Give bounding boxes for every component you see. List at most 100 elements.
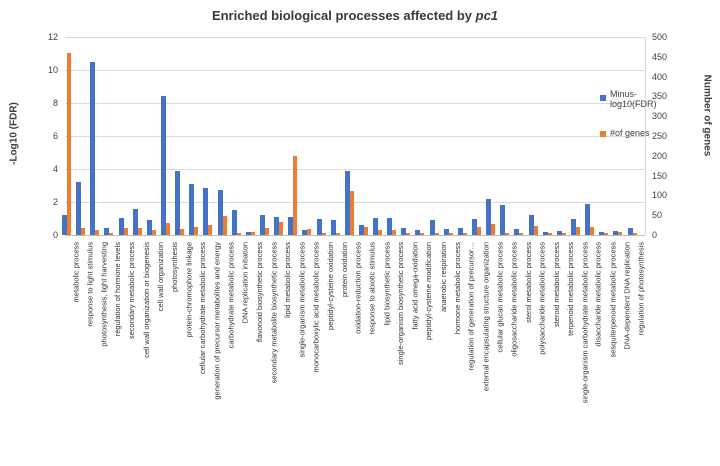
left-axis-tick: 10 bbox=[47, 65, 58, 75]
category-label: oligosaccharide metabolic process bbox=[509, 242, 519, 357]
left-axis-title: -Log10 (FDR) bbox=[8, 102, 20, 165]
genes-bar bbox=[250, 231, 255, 235]
genes-bar bbox=[151, 229, 156, 235]
fdr-bar bbox=[288, 216, 294, 235]
fdr-bar bbox=[146, 220, 152, 235]
genes-bar bbox=[533, 225, 538, 235]
category-label: cellular carbohydrate metabolic process bbox=[198, 242, 208, 375]
category-label: protein oxidation bbox=[339, 242, 349, 298]
legend-marker-genes bbox=[600, 131, 606, 137]
left-axis-tick: 8 bbox=[52, 98, 58, 108]
genes-bar bbox=[81, 227, 86, 235]
fdr-bar bbox=[472, 219, 477, 235]
fdr-bar bbox=[245, 231, 251, 235]
category-label: oxidation-reduction process bbox=[353, 242, 363, 334]
genes-bar bbox=[378, 229, 382, 235]
genes-bar bbox=[321, 233, 326, 235]
fdr-bar bbox=[76, 182, 82, 235]
x-axis-line bbox=[65, 235, 645, 236]
fdr-bar bbox=[358, 225, 364, 235]
genes-bar bbox=[632, 233, 637, 235]
fdr-bar bbox=[486, 198, 492, 235]
fdr-bar bbox=[514, 229, 520, 235]
category-label: cell wall organization bbox=[155, 242, 165, 312]
genes-bar bbox=[561, 232, 566, 235]
category-label: response to abiotic stimulus bbox=[367, 242, 377, 335]
category-label: anaerobic respiration bbox=[438, 242, 448, 313]
category-label: carbohydrate metabolic process bbox=[226, 242, 236, 349]
category-label: photosynthesis, light harvesting bbox=[99, 242, 109, 347]
category-label: regulation of hormone levels bbox=[113, 242, 123, 337]
fdr-bar bbox=[189, 183, 195, 235]
category-label: hormone metabolic process bbox=[452, 242, 462, 335]
genes-bar bbox=[194, 226, 199, 235]
category-label: sesquiterpenoid metabolic process bbox=[608, 242, 618, 358]
right-axis-tick: 450 bbox=[652, 51, 668, 62]
fdr-bar bbox=[274, 216, 280, 235]
genes-bar bbox=[420, 233, 425, 235]
genes-bar bbox=[604, 232, 609, 235]
genes-bar bbox=[392, 229, 397, 235]
fdr-bar bbox=[104, 227, 110, 235]
genes-bar bbox=[576, 226, 580, 235]
category-label: protein-chromophore linkage bbox=[184, 242, 194, 338]
category-label: DNA-dependent DNA replication bbox=[622, 242, 632, 350]
right-axis-line bbox=[645, 37, 646, 235]
category-label: single-organism biosynthetic process bbox=[396, 242, 406, 365]
fdr-bar bbox=[387, 217, 393, 235]
fdr-bar bbox=[231, 210, 237, 236]
legend-label-genes: #of genes bbox=[610, 128, 650, 138]
genes-bar bbox=[264, 228, 269, 235]
left-axis-tick: 4 bbox=[52, 164, 58, 174]
fdr-bar bbox=[330, 220, 336, 235]
right-axis-tick: 0 bbox=[652, 230, 658, 240]
fdr-bar bbox=[542, 231, 548, 235]
category-label: terpenoid metabolic process bbox=[565, 242, 575, 336]
category-label: sterol metabolic process bbox=[523, 242, 533, 323]
right-axis-tick: 200 bbox=[652, 150, 668, 161]
genes-bar bbox=[208, 225, 213, 235]
category-label: monocarboxylic acid metabolic process bbox=[311, 242, 321, 373]
genes-bar bbox=[590, 226, 595, 235]
category-label: generation of precursor metabolites and … bbox=[212, 242, 222, 400]
category-label: metabolic process bbox=[71, 242, 80, 303]
genes-bar bbox=[236, 233, 241, 235]
fdr-bar bbox=[302, 230, 308, 235]
fdr-bar bbox=[443, 229, 449, 235]
fdr-bar bbox=[571, 218, 576, 235]
category-label: peptidyl-cysteine oxidation bbox=[325, 242, 335, 330]
fdr-bar bbox=[415, 230, 421, 235]
fdr-bar bbox=[585, 203, 591, 235]
category-label: response to light stimulus bbox=[85, 242, 95, 327]
fdr-bar bbox=[500, 205, 506, 235]
category-label: cellular glucan metabolic process bbox=[495, 242, 505, 353]
fdr-bar bbox=[344, 170, 350, 235]
gridline bbox=[65, 136, 645, 137]
legend-marker-fdr bbox=[600, 95, 606, 101]
right-axis-tick: 500 bbox=[652, 32, 668, 42]
fdr-bar bbox=[161, 96, 166, 235]
right-axis-tick: 300 bbox=[652, 111, 668, 122]
genes-bar bbox=[434, 232, 439, 235]
genes-bar bbox=[462, 232, 467, 235]
chart-title: Enriched biological processes affected b… bbox=[0, 8, 710, 23]
fdr-bar bbox=[203, 188, 209, 235]
category-label: fatty acid omega-oxidation bbox=[410, 242, 420, 330]
fdr-bar bbox=[373, 217, 378, 235]
fdr-bar bbox=[556, 230, 562, 235]
gridline bbox=[65, 169, 645, 170]
genes-bar bbox=[95, 229, 100, 235]
gridline bbox=[65, 37, 645, 38]
fdr-bar bbox=[316, 219, 322, 235]
category-label: lipid metabolic process bbox=[283, 242, 293, 318]
genes-bar bbox=[618, 231, 623, 235]
legend-label-fdr: Minus-log10(FDR) bbox=[610, 89, 657, 109]
category-label: flavonoid biosynthetic process bbox=[254, 242, 264, 343]
fdr-bar bbox=[62, 215, 67, 235]
fdr-bar bbox=[175, 170, 181, 235]
category-label: steroid metabolic process bbox=[551, 242, 561, 328]
category-label: secondary metabolic process bbox=[127, 242, 137, 340]
category-label: DNA replication initiation bbox=[240, 242, 250, 324]
fdr-bar bbox=[457, 228, 463, 235]
